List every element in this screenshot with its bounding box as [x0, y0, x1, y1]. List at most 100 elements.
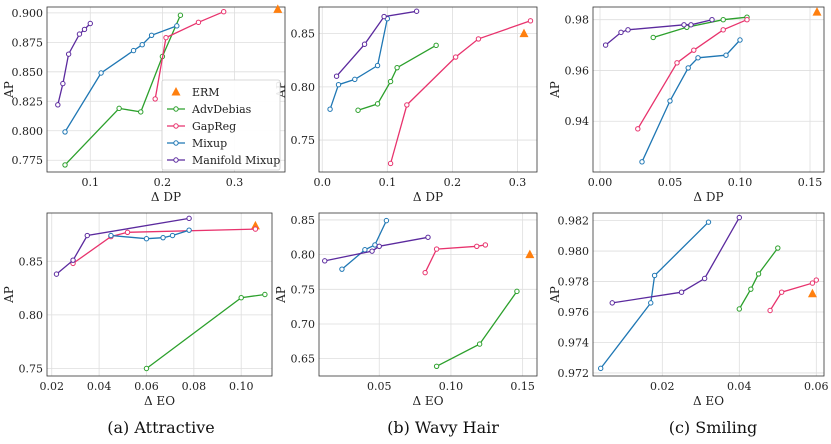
data-point — [62, 162, 68, 168]
x-axis-label: Δ DP — [413, 190, 443, 204]
data-point — [138, 109, 144, 115]
erm-point — [519, 28, 529, 38]
legend: ERM AdvDebias GapReg Mixup Manifold Mixup — [161, 79, 281, 171]
data-point — [252, 226, 259, 232]
series-line — [738, 247, 779, 310]
plot-area — [319, 7, 537, 172]
series-gapreg — [767, 277, 819, 314]
plot-frame — [592, 212, 825, 377]
data-point — [685, 65, 691, 71]
x-axis-label: Δ EO — [144, 394, 175, 408]
legend-marker — [171, 87, 181, 96]
data-point — [81, 26, 88, 33]
legend-label: GapReg — [192, 120, 236, 133]
caption-c: (c) Smiling — [669, 418, 758, 437]
series-advdebias — [62, 12, 184, 168]
plot-frame — [46, 212, 273, 377]
panels: 0.1 0.2 0.3 0.775 0.800 0.825 0.850 0.875 0.900 Δ… — [2, 4, 829, 408]
series-gapreg — [635, 16, 750, 132]
x-tick-label: 0.15 — [510, 380, 535, 393]
data-point — [139, 42, 145, 48]
legend-entry-manifold-mixup: Manifold Mixup — [167, 154, 280, 167]
legend-label: Manifold Mixup — [192, 154, 280, 167]
data-point — [709, 16, 715, 23]
y-tick-label: 0.980 — [558, 245, 590, 258]
data-point — [767, 307, 773, 314]
data-point — [143, 365, 150, 372]
y-tick-label: 0.75 — [291, 283, 316, 296]
series-line — [600, 221, 709, 369]
y-tick-label: 0.96 — [565, 64, 590, 77]
data-point — [476, 341, 483, 347]
data-point — [425, 234, 431, 240]
x-tick-label: 0.06 — [134, 380, 159, 393]
series-manifold-mixup — [333, 8, 420, 79]
data-point — [813, 277, 819, 283]
data-point — [220, 9, 227, 15]
data-point — [55, 102, 61, 108]
legend-label: Mixup — [192, 137, 227, 150]
data-point — [372, 242, 378, 248]
data-point — [169, 232, 176, 239]
series-line — [424, 244, 486, 273]
x-tick-label: 0.10 — [229, 380, 254, 393]
data-point — [674, 60, 680, 66]
y-tick-label: 0.800 — [12, 125, 44, 138]
x-tick-label: 0.04 — [727, 380, 752, 393]
data-point — [748, 286, 754, 292]
x-tick-label: 0.10 — [439, 380, 464, 393]
data-point — [361, 41, 368, 47]
data-point — [744, 16, 750, 23]
y-tick-label: 0.98 — [565, 14, 590, 27]
legend-entry-advdebias: AdvDebias — [167, 103, 252, 116]
series-erm — [250, 220, 260, 230]
erm-point — [807, 288, 817, 298]
series-advdebias — [433, 288, 520, 369]
x-axis-label: Δ EO — [412, 394, 443, 408]
chart-panel-3: 0.00 0.05 0.10 0.15 0.94 0.96 0.98 Δ DP AP — [548, 6, 825, 204]
series-line — [641, 39, 741, 163]
data-point — [482, 242, 489, 248]
data-point — [433, 42, 439, 49]
series-line — [336, 10, 417, 77]
data-point — [648, 300, 654, 306]
plot-frame — [592, 6, 825, 173]
data-point — [362, 247, 368, 253]
x-axis-label: Δ EO — [693, 394, 724, 408]
data-point — [737, 37, 743, 43]
data-point — [174, 23, 180, 29]
data-point — [374, 62, 381, 69]
data-point — [618, 29, 624, 36]
y-tick-label: 0.75 — [19, 362, 44, 375]
y-tick-label: 0.974 — [558, 336, 590, 349]
x-tick-label: 0.02 — [650, 380, 675, 393]
series-manifold-mixup — [609, 214, 742, 306]
x-tick-label: 0.05 — [367, 380, 392, 393]
y-tick-label: 0.70 — [291, 318, 316, 331]
y-tick-label: 0.900 — [12, 7, 44, 20]
y-tick-label: 0.875 — [12, 36, 44, 49]
series-mixup — [62, 23, 180, 135]
data-point — [701, 275, 708, 282]
series-line — [612, 217, 740, 304]
y-axis-label: AP — [548, 286, 562, 304]
y-tick-label: 0.850 — [12, 66, 44, 79]
data-point — [635, 126, 641, 132]
data-point — [238, 295, 244, 301]
data-point — [322, 258, 328, 264]
data-point — [76, 31, 83, 37]
data-point — [116, 105, 122, 112]
x-axis-label: Δ DP — [693, 190, 723, 204]
legend-marker — [173, 123, 179, 129]
data-point — [62, 129, 68, 135]
data-point — [625, 27, 631, 33]
plot-frame — [318, 212, 538, 377]
data-point — [108, 232, 114, 239]
y-tick-label: 0.85 — [19, 255, 44, 268]
x-tick-label: 0.02 — [39, 380, 64, 393]
data-point — [809, 280, 816, 286]
x-tick-label: 0.1 — [379, 176, 397, 189]
data-point — [404, 102, 410, 108]
data-point — [736, 214, 742, 221]
